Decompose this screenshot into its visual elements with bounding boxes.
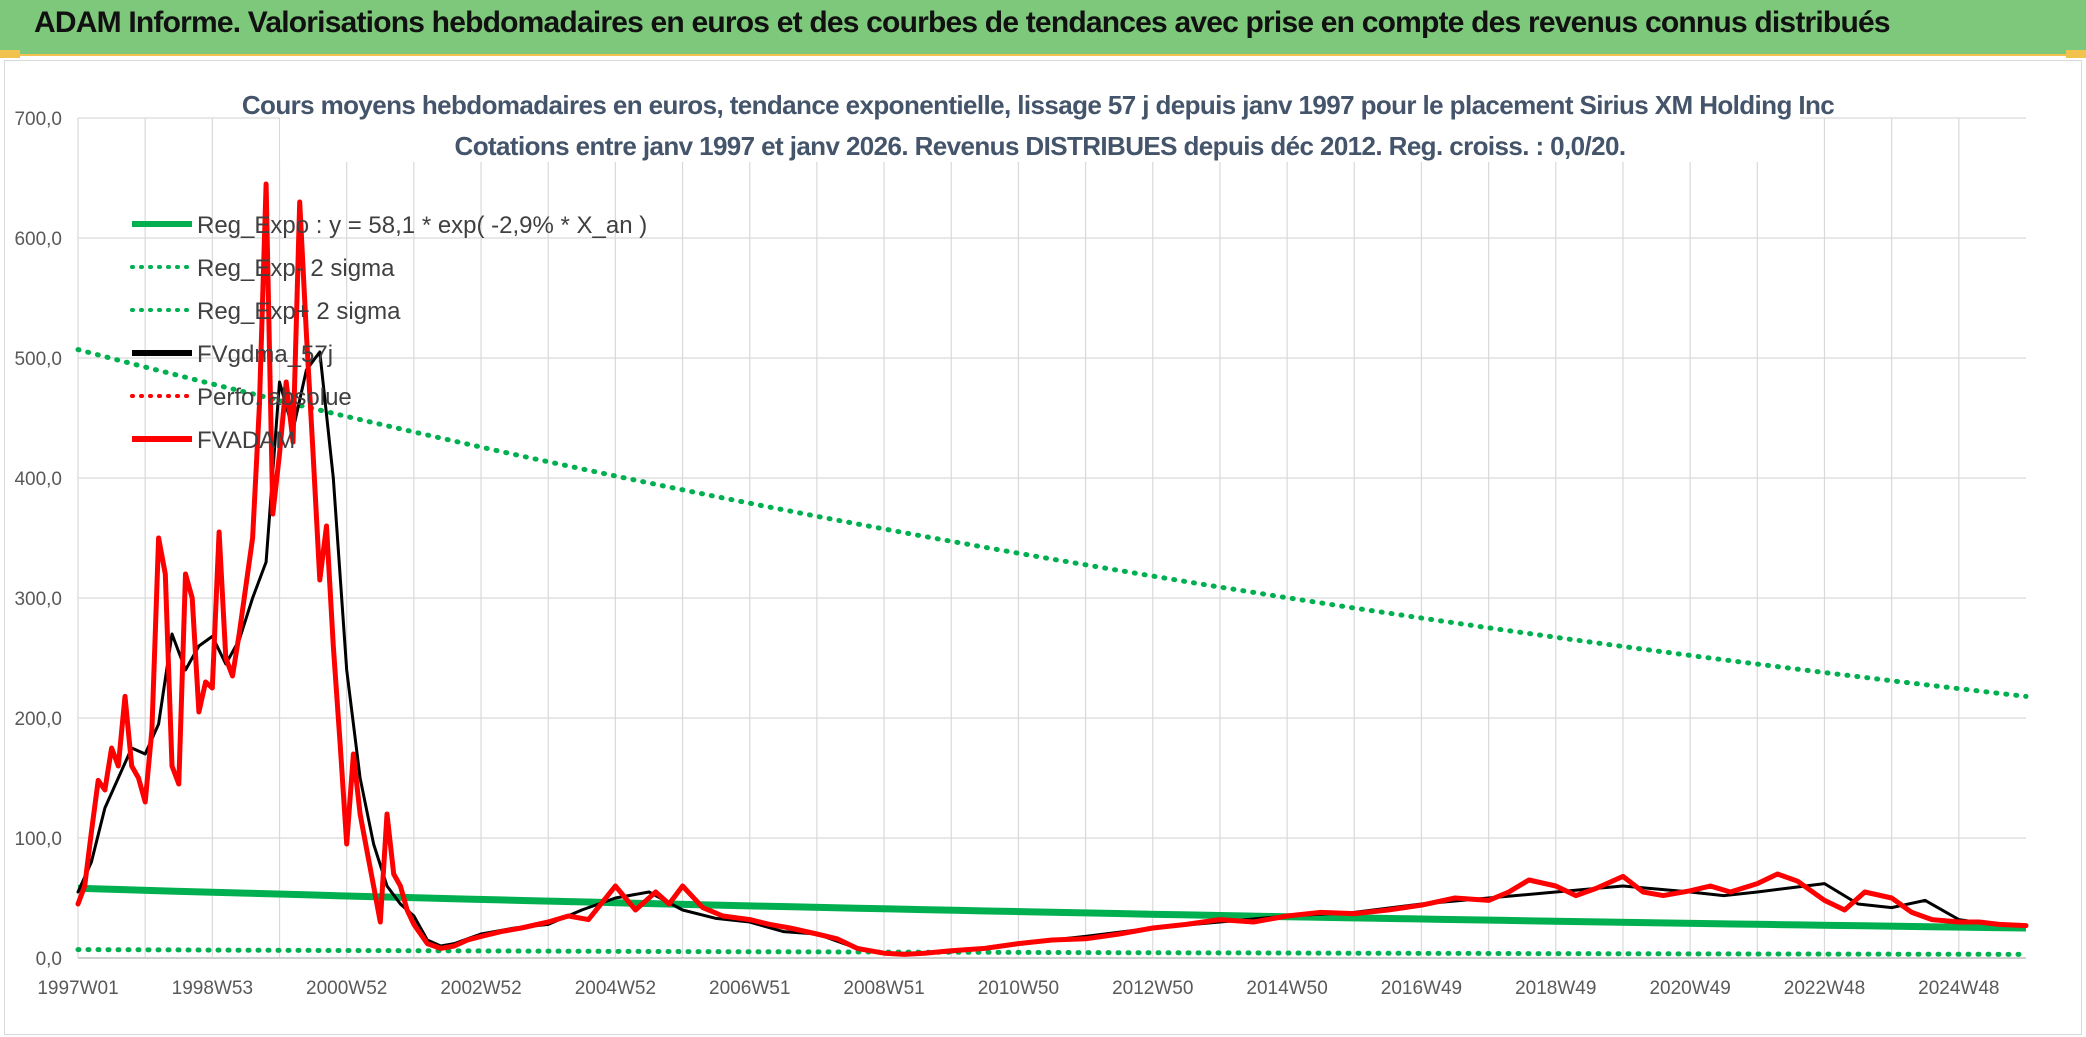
y-tick-label: 700,0: [14, 109, 62, 130]
x-tick-label: 2002W52: [440, 978, 521, 999]
x-tick-label: 2008W51: [843, 978, 924, 999]
legend-label: Reg_Expo : y = 58,1 * exp( -2,9% * X_an …: [197, 212, 647, 239]
x-tick-label: 2022W48: [1784, 978, 1865, 999]
y-tick-label: 500,0: [14, 349, 62, 370]
x-axis-ticks: 1997W01 1998W53 2000W52 2002W52 2004W52 2006W…: [37, 978, 1999, 999]
chart-subtitle: Cotations entre janv 1997 et janv 2026. …: [455, 131, 1626, 161]
x-tick-label: 1997W01: [37, 978, 118, 999]
series-reg-exp-minus-2sigma: [75, 947, 2029, 957]
x-tick-label: 2010W50: [978, 978, 1059, 999]
chart-titles: Cours moyens hebdomadaires en euros, ten…: [242, 82, 1835, 162]
series-fvadam: [75, 181, 2029, 957]
y-tick-label: 100,0: [14, 829, 62, 850]
x-tick-label: 2024W48: [1918, 978, 1999, 999]
header-banner: ADAM Informe. Valorisations hebdomadaire…: [0, 0, 2086, 56]
chart-grid: [77, 117, 2026, 958]
x-tick-label: 2004W52: [575, 978, 656, 999]
x-tick-label: 2006W51: [709, 978, 790, 999]
x-tick-label: 2014W50: [1246, 978, 1327, 999]
x-tick-label: 2012W50: [1112, 978, 1193, 999]
x-tick-label: 2018W49: [1515, 978, 1596, 999]
y-tick-label: 400,0: [14, 469, 62, 490]
x-tick-label: 2000W52: [306, 978, 387, 999]
chart-title: Cours moyens hebdomadaires en euros, ten…: [242, 90, 1834, 120]
x-tick-label: 2016W49: [1381, 978, 1462, 999]
y-tick-label: 600,0: [14, 229, 62, 250]
series-reg-exp-plus-2sigma: [75, 347, 2029, 699]
chart-series: [75, 181, 2029, 957]
banner-corner-left: [0, 50, 20, 58]
legend-label: FVADAM: [197, 427, 295, 454]
chart-frame: [4, 60, 2082, 1035]
y-tick-label: 300,0: [14, 589, 62, 610]
legend-label: FVgdma_57j: [197, 341, 333, 368]
legend-label: Reg_Exp- 2 sigma: [197, 255, 395, 282]
legend-label: Reg_Exp+ 2 sigma: [197, 298, 401, 325]
y-axis-ticks: 0,0 100,0 200,0 300,0 400,0 500,0 600,0 700,0: [14, 109, 62, 970]
x-tick-label: 2020W49: [1649, 978, 1730, 999]
y-tick-label: 200,0: [14, 709, 62, 730]
title-background: [280, 82, 1800, 162]
banner-corner-right: [2066, 50, 2086, 58]
legend-label: Perfo. absolue: [197, 384, 352, 411]
x-tick-label: 1998W53: [172, 978, 253, 999]
page-title: ADAM Informe. Valorisations hebdomadaire…: [34, 6, 1891, 39]
chart-legend: Reg_Expo : y = 58,1 * exp( -2,9% * X_an …: [130, 212, 647, 454]
y-tick-label: 0,0: [36, 949, 62, 970]
